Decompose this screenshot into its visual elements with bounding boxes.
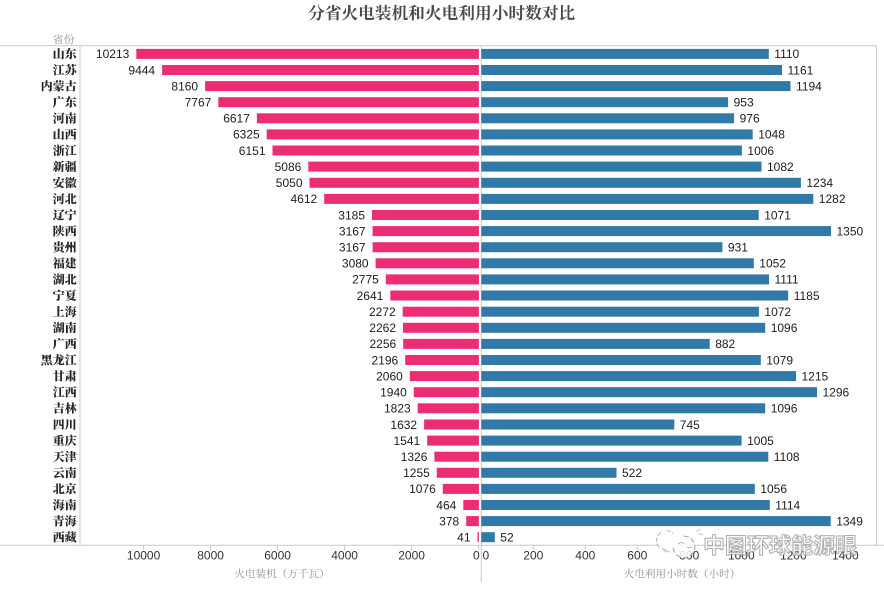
- svg-text:1823: 1823: [384, 402, 411, 416]
- svg-text:464: 464: [436, 498, 456, 512]
- svg-text:3185: 3185: [338, 208, 365, 222]
- svg-text:1114: 1114: [775, 498, 800, 512]
- svg-text:2060: 2060: [376, 369, 403, 383]
- svg-text:0: 0: [482, 548, 489, 562]
- svg-text:1076: 1076: [409, 482, 436, 496]
- svg-text:1185: 1185: [794, 289, 820, 303]
- svg-text:600: 600: [627, 548, 647, 562]
- svg-text:1096: 1096: [771, 321, 798, 335]
- svg-text:1215: 1215: [802, 369, 829, 383]
- svg-text:6000: 6000: [264, 548, 291, 562]
- svg-text:1079: 1079: [766, 353, 793, 367]
- svg-text:882: 882: [715, 337, 735, 351]
- svg-text:6325: 6325: [233, 128, 260, 142]
- svg-text:400: 400: [575, 548, 595, 562]
- svg-text:1006: 1006: [747, 144, 774, 158]
- svg-text:4000: 4000: [331, 548, 358, 562]
- svg-text:1326: 1326: [401, 450, 428, 464]
- svg-text:931: 931: [728, 241, 748, 255]
- svg-text:1350: 1350: [837, 224, 864, 238]
- svg-text:52: 52: [500, 531, 514, 545]
- svg-text:1096: 1096: [771, 402, 798, 416]
- svg-text:2262: 2262: [369, 321, 396, 335]
- svg-text:1161: 1161: [788, 63, 814, 77]
- svg-text:3167: 3167: [339, 224, 366, 238]
- svg-text:3080: 3080: [342, 257, 369, 271]
- svg-text:6617: 6617: [223, 112, 250, 126]
- svg-text:522: 522: [622, 466, 642, 480]
- svg-text:745: 745: [680, 418, 700, 432]
- svg-text:1005: 1005: [747, 434, 774, 448]
- svg-text:5086: 5086: [275, 160, 302, 174]
- svg-text:2256: 2256: [369, 337, 396, 351]
- svg-text:1349: 1349: [836, 514, 863, 528]
- svg-text:1071: 1071: [764, 208, 791, 222]
- svg-text:1282: 1282: [819, 192, 846, 206]
- svg-text:1082: 1082: [767, 160, 794, 174]
- svg-text:1052: 1052: [759, 257, 786, 271]
- svg-text:1632: 1632: [390, 418, 417, 432]
- svg-text:1940: 1940: [380, 386, 407, 400]
- svg-text:1234: 1234: [806, 176, 833, 190]
- svg-text:1110: 1110: [774, 47, 799, 61]
- svg-text:1056: 1056: [760, 482, 787, 496]
- svg-text:6151: 6151: [239, 144, 266, 158]
- svg-text:1255: 1255: [403, 466, 430, 480]
- svg-text:200: 200: [523, 548, 543, 562]
- svg-text:1072: 1072: [764, 305, 791, 319]
- svg-text:1048: 1048: [758, 128, 785, 142]
- svg-text:1541: 1541: [393, 434, 420, 448]
- svg-text:3167: 3167: [339, 241, 366, 255]
- svg-text:7767: 7767: [185, 96, 212, 110]
- svg-text:953: 953: [734, 96, 754, 110]
- svg-text:1296: 1296: [823, 386, 850, 400]
- svg-text:2272: 2272: [369, 305, 396, 319]
- svg-text:1111: 1111: [775, 273, 799, 287]
- svg-text:5050: 5050: [276, 176, 303, 190]
- svg-text:0: 0: [473, 548, 480, 562]
- svg-text:2000: 2000: [398, 548, 425, 562]
- svg-text:41: 41: [457, 531, 471, 545]
- svg-text:2641: 2641: [357, 289, 384, 303]
- svg-text:1108: 1108: [774, 450, 800, 464]
- svg-text:1194: 1194: [796, 79, 822, 93]
- svg-text:378: 378: [439, 514, 459, 528]
- svg-text:9444: 9444: [128, 63, 155, 77]
- svg-text:2775: 2775: [352, 273, 379, 287]
- svg-text:8000: 8000: [197, 548, 224, 562]
- svg-text:4612: 4612: [290, 192, 317, 206]
- svg-text:8160: 8160: [171, 79, 198, 93]
- svg-text:10000: 10000: [127, 548, 161, 562]
- svg-text:976: 976: [740, 112, 760, 126]
- svg-text:2196: 2196: [371, 353, 398, 367]
- svg-text:10213: 10213: [96, 47, 130, 61]
